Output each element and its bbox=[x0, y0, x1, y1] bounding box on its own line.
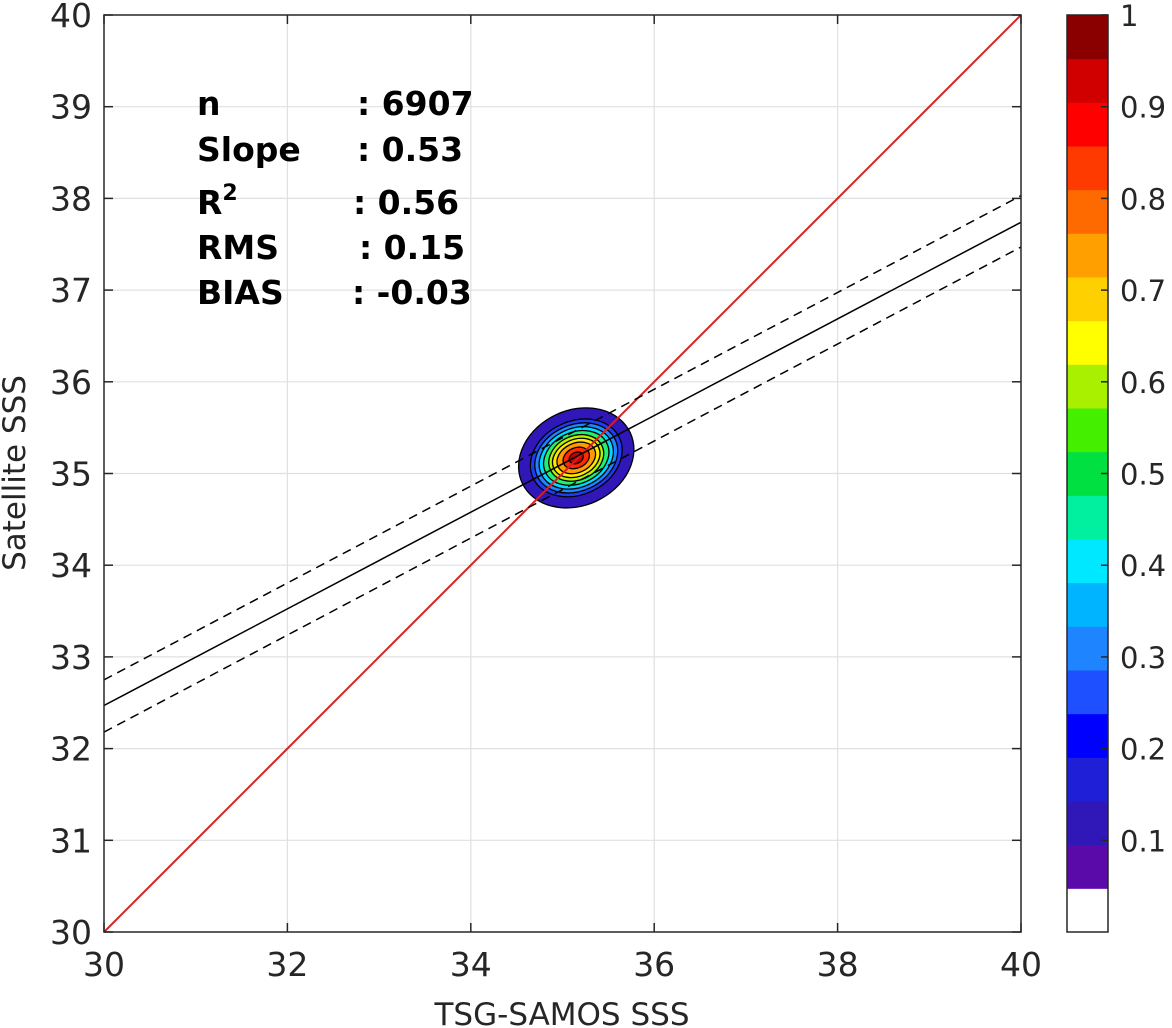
colorbar-bin bbox=[1067, 102, 1108, 147]
grid-lines bbox=[104, 15, 1021, 932]
colorbar-bin bbox=[1067, 364, 1108, 409]
colorbar-bin bbox=[1067, 277, 1108, 322]
colorbar-tick-label: 1 bbox=[1120, 0, 1138, 33]
y-tick-label: 31 bbox=[50, 821, 92, 860]
regression-upper-bound-line bbox=[104, 194, 1021, 681]
colorbar-bin bbox=[1067, 582, 1108, 627]
stat-value: : 0.15 bbox=[359, 228, 465, 267]
colorbar: 0.1 0.2 0.3 0.4 0.5 0.6 0.7 0.8 0.9 1 bbox=[1066, 0, 1166, 933]
colorbar-bin bbox=[1067, 495, 1108, 540]
stat-label: BIAS bbox=[197, 273, 284, 312]
y-tick-label: 32 bbox=[50, 730, 92, 769]
colorbar-tick-label: 0.3 bbox=[1120, 641, 1166, 675]
colorbar-bin bbox=[1067, 713, 1108, 758]
colorbar-bin bbox=[1067, 15, 1108, 60]
colorbar-bin bbox=[1067, 408, 1108, 453]
colorbar-tick-label: 0.6 bbox=[1120, 366, 1166, 400]
colorbar-bin bbox=[1067, 626, 1108, 671]
y-axis-label: Satellite SSS bbox=[0, 375, 33, 571]
y-tick-label: 37 bbox=[50, 271, 92, 310]
colorbar-tick-label: 0.7 bbox=[1120, 274, 1166, 308]
x-tick-label: 36 bbox=[633, 945, 675, 984]
stat-value: : 6907 bbox=[357, 84, 474, 123]
colorbar-tick-label: 0.9 bbox=[1120, 91, 1166, 125]
x-tick-label: 30 bbox=[83, 945, 125, 984]
stat-label: Slope bbox=[197, 130, 301, 169]
regression-fit-line bbox=[104, 221, 1021, 707]
colorbar-tick-label: 0.5 bbox=[1120, 458, 1166, 492]
y-tick-label: 35 bbox=[50, 455, 92, 494]
axis-ticks bbox=[103, 14, 1022, 933]
x-tick-label: 40 bbox=[1000, 945, 1042, 984]
colorbar-bin bbox=[1067, 539, 1108, 584]
x-tick-label: 34 bbox=[450, 945, 492, 984]
colorbar-tick-label: 0.1 bbox=[1120, 824, 1166, 858]
y-tick-labels: 30 31 32 33 34 35 36 37 38 39 40 bbox=[50, 0, 92, 952]
x-tick-label: 32 bbox=[266, 945, 308, 984]
colorbar-bin bbox=[1067, 757, 1108, 802]
y-tick-label: 36 bbox=[50, 363, 92, 402]
y-tick-label: 34 bbox=[50, 546, 92, 585]
y-tick-label: 38 bbox=[50, 179, 92, 218]
colorbar-tick-label: 0.2 bbox=[1120, 733, 1166, 767]
colorbar-bin bbox=[1067, 58, 1108, 103]
x-tick-label: 38 bbox=[817, 945, 859, 984]
fit-lines bbox=[104, 15, 1021, 932]
colorbar-bin bbox=[1067, 146, 1108, 191]
colorbar-bin bbox=[1067, 670, 1108, 715]
x-tick-labels: 30 32 34 36 38 40 bbox=[83, 945, 1042, 984]
colorbar-tick-label: 0.8 bbox=[1120, 182, 1166, 216]
colorbar-bin bbox=[1067, 189, 1108, 234]
stat-value: : 0.53 bbox=[357, 130, 463, 169]
colorbar-bin bbox=[1067, 888, 1108, 933]
colorbar-bin bbox=[1067, 801, 1108, 846]
stat-value: : 0.56 bbox=[353, 183, 459, 222]
colorbar-bin bbox=[1067, 233, 1108, 278]
y-tick-label: 33 bbox=[50, 638, 92, 677]
colorbar-bin bbox=[1067, 320, 1108, 365]
stat-label: n bbox=[197, 84, 221, 123]
x-axis-label: TSG-SAMOS SSS bbox=[434, 997, 690, 1028]
y-tick-label: 39 bbox=[50, 88, 92, 127]
one-to-one-line bbox=[104, 15, 1021, 932]
stat-label: RMS bbox=[197, 228, 279, 267]
stat-value: : -0.03 bbox=[352, 273, 472, 312]
colorbar-tick-label: 0.4 bbox=[1120, 549, 1166, 583]
y-tick-label: 40 bbox=[50, 0, 92, 35]
y-tick-label: 30 bbox=[50, 913, 92, 952]
regression-lower-bound-line bbox=[104, 246, 1021, 733]
colorbar-bin bbox=[1067, 844, 1108, 889]
